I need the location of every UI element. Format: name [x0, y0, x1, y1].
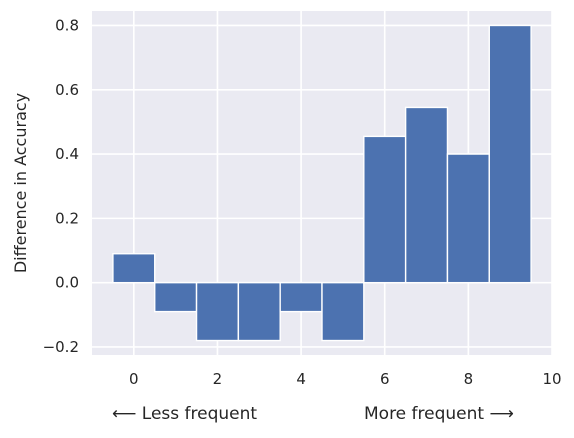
bar-9 [488, 24, 532, 284]
x-tick-label-4: 8 [464, 370, 474, 388]
y-tick-label-2: 0.2 [55, 209, 79, 227]
bar-3 [237, 281, 281, 342]
y-tick-label-5: 0.8 [55, 16, 79, 34]
bar-1 [154, 281, 198, 313]
y-axis-ticks: −0.2 0.0 0.2 0.4 0.6 0.8 [43, 16, 79, 355]
x-axis-ticks: 0 2 4 6 8 10 [129, 370, 562, 388]
y-axis-label: Difference in Accuracy [11, 93, 30, 273]
bar-0 [112, 253, 156, 284]
bar-2 [195, 281, 240, 342]
more-frequent-annotation: More frequent ⟶ [364, 404, 514, 424]
bar-7 [404, 106, 449, 284]
bar-5 [321, 281, 365, 342]
bar-4 [279, 281, 323, 313]
bars [112, 24, 532, 342]
x-tick-label-0: 0 [129, 370, 139, 388]
y-tick-label-4: 0.6 [55, 81, 79, 99]
x-tick-label-5: 10 [542, 370, 561, 388]
y-tick-label-0: −0.2 [43, 338, 79, 356]
x-tick-label-1: 2 [213, 370, 223, 388]
y-tick-label-3: 0.4 [55, 145, 79, 163]
less-frequent-annotation: ⟵ Less frequent [112, 404, 258, 424]
y-tick-label-1: 0.0 [55, 274, 79, 292]
x-tick-label-3: 6 [380, 370, 390, 388]
bar-8 [446, 153, 490, 284]
x-tick-label-2: 4 [296, 370, 306, 388]
bar-6 [363, 135, 407, 284]
